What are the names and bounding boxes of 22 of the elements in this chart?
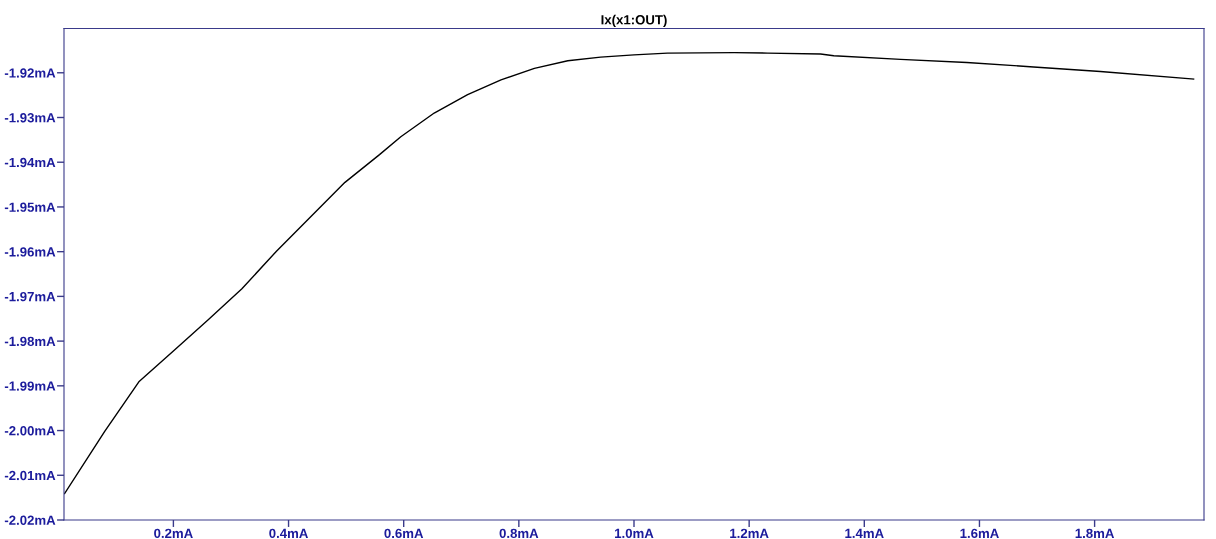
x-tick-label: 0.6mA	[384, 528, 424, 539]
y-tick-label: -1.99mA	[4, 381, 56, 391]
y-tick-label: -1.97mA	[4, 291, 56, 302]
y-tick-label: -2.00mA	[4, 426, 56, 436]
y-tick-label: -2.01mA	[4, 470, 56, 481]
x-tick-label: 1.0mA	[615, 528, 654, 539]
x-tick-label: 0.2mA	[154, 528, 193, 539]
x-tick-label: 1.8mA	[1075, 528, 1115, 539]
y-tick-label: -1.98mA	[4, 336, 56, 347]
line-series	[64, 51, 1195, 495]
x-tick-label: 1.4mA	[845, 528, 884, 538]
y-tick-label: -1.95mA	[4, 202, 56, 212]
chart-title: Ix(x1:OUT)	[601, 14, 667, 28]
y-tick-label: -2.02mA	[4, 515, 56, 525]
x-tick-label: 0.4mA	[269, 528, 308, 539]
y-tick-label: -1.94mA	[4, 157, 56, 168]
x-tick-label: 0.8mA	[499, 528, 539, 539]
y-tick-label: -1.92mA	[4, 68, 56, 78]
x-tick-label: 1.2mA	[730, 528, 769, 538]
x-tick-label: 1.6mA	[960, 528, 999, 539]
y-tick-label: -1.96mA	[4, 247, 56, 257]
y-tick-label: -1.93mA	[4, 113, 56, 123]
